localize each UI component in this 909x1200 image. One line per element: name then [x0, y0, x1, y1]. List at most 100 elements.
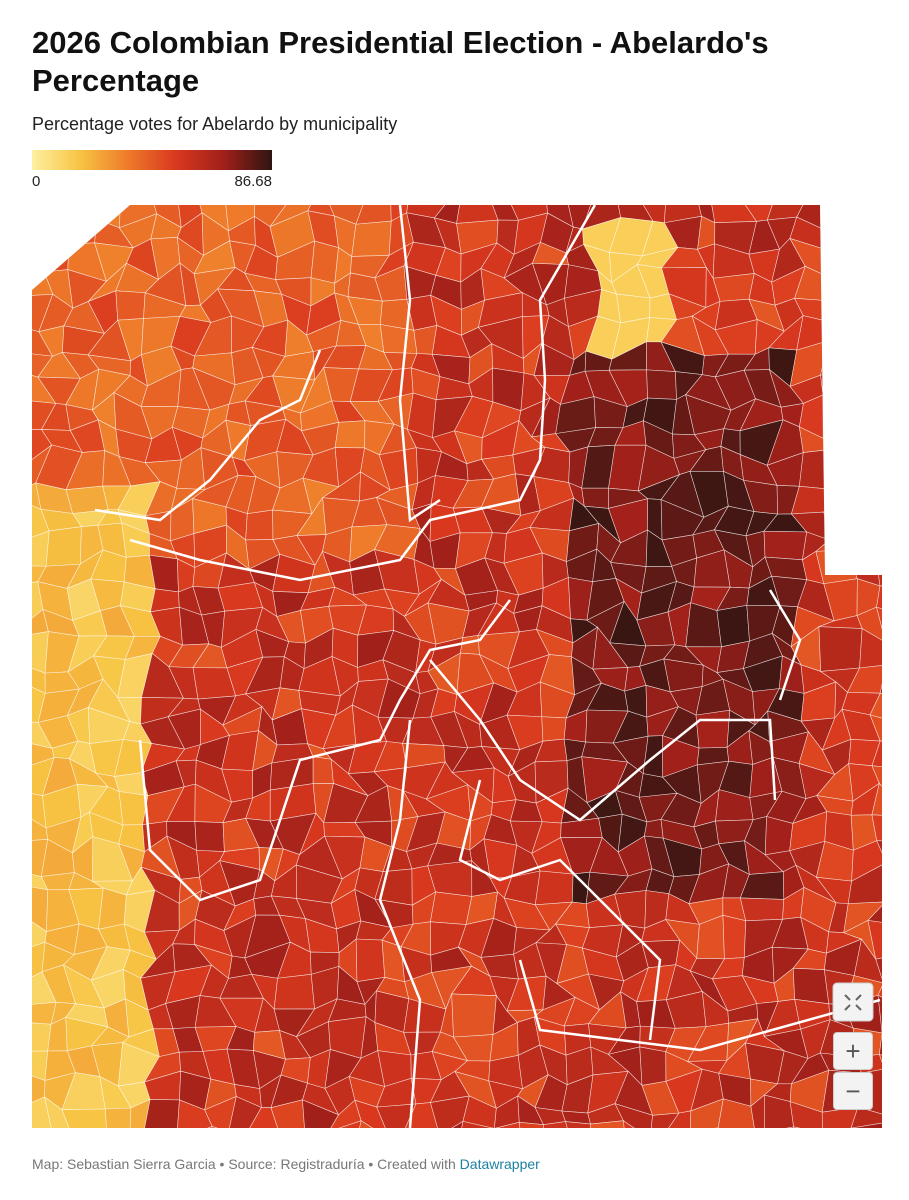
- municipality: [68, 211, 98, 245]
- municipality: [823, 300, 863, 329]
- municipality: [439, 1120, 464, 1128]
- municipality: [841, 503, 882, 542]
- municipality: [454, 1121, 495, 1128]
- municipality: [202, 1125, 229, 1128]
- municipality: [541, 716, 567, 742]
- municipality: [302, 1099, 340, 1128]
- municipality: [792, 967, 830, 1005]
- municipality: [176, 1125, 213, 1128]
- title: 2026 Colombian Presidential Election - A…: [32, 25, 769, 98]
- municipality: [820, 340, 854, 376]
- municipality: [763, 530, 808, 561]
- municipality: [826, 205, 850, 232]
- municipality: [876, 318, 882, 356]
- municipality: [518, 1121, 548, 1128]
- municipality: [886, 630, 906, 665]
- municipality: [614, 1103, 653, 1128]
- municipality: [456, 205, 499, 224]
- municipality: [879, 1032, 882, 1060]
- municipality: [827, 225, 850, 252]
- municipality: [322, 1120, 362, 1128]
- municipality: [875, 427, 882, 461]
- municipality: [878, 1053, 882, 1075]
- municipality: [32, 237, 45, 275]
- zoom-in-button[interactable]: +: [833, 1032, 873, 1070]
- municipality: [590, 1120, 629, 1128]
- municipality: [847, 862, 882, 904]
- municipality: [713, 1127, 757, 1128]
- legend-tick-label: 0: [32, 173, 40, 190]
- municipality: [15, 1134, 52, 1140]
- municipality: [245, 1136, 290, 1140]
- municipality: [873, 377, 882, 410]
- municipality: [228, 1096, 262, 1128]
- municipality: [867, 920, 882, 960]
- municipality: [853, 328, 882, 355]
- legend-bar: [32, 150, 272, 170]
- municipality: [32, 271, 54, 297]
- municipality: [875, 205, 882, 224]
- municipality: [871, 814, 882, 842]
- municipality: [876, 585, 882, 617]
- municipality: [818, 626, 863, 672]
- municipality: [430, 1095, 470, 1128]
- municipality: [875, 552, 882, 587]
- municipality: [823, 470, 863, 513]
- municipality: [820, 369, 853, 412]
- municipality: [841, 222, 877, 243]
- fullscreen-icon: [844, 994, 862, 1011]
- municipality: [749, 1132, 772, 1140]
- subtitle: Percentage votes for Abelardo by municip…: [32, 114, 398, 134]
- municipality: [763, 1126, 796, 1128]
- municipality: [581, 487, 609, 509]
- municipality: [115, 1136, 143, 1140]
- municipality: [886, 1112, 902, 1122]
- municipality: [194, 821, 225, 852]
- municipality: [885, 1069, 899, 1115]
- municipality: [851, 347, 878, 379]
- municipality: [722, 914, 747, 960]
- municipality: [793, 1126, 832, 1128]
- municipality: [50, 205, 74, 227]
- fullscreen-button[interactable]: [832, 982, 874, 1022]
- municipality: [36, 211, 74, 249]
- municipality: [869, 692, 882, 724]
- municipality: [37, 1134, 72, 1140]
- municipality: [885, 863, 898, 902]
- municipality: [850, 1106, 882, 1128]
- municipality: [143, 1137, 180, 1140]
- municipality: [312, 756, 334, 784]
- municipality: [828, 322, 855, 349]
- municipality: [695, 709, 731, 749]
- map: [15, 205, 906, 1140]
- municipality: [822, 429, 858, 455]
- municipality: [61, 1108, 108, 1128]
- municipality: [853, 938, 882, 984]
- municipality: [644, 819, 664, 839]
- municipality: [245, 509, 274, 541]
- legend: 0 86.68: [32, 150, 272, 190]
- municipality: [462, 1095, 497, 1128]
- municipality: [36, 243, 70, 273]
- municipality: [712, 273, 755, 302]
- municipality: [690, 1127, 719, 1128]
- zoom-out-button[interactable]: −: [833, 1072, 873, 1110]
- municipality: [871, 765, 882, 804]
- credit: Map: Sebastian Sierra Garcia • Source: R…: [32, 1156, 456, 1172]
- municipality: [204, 1095, 237, 1128]
- municipality: [354, 1099, 391, 1128]
- municipality: [270, 1099, 305, 1128]
- municipality: [430, 891, 473, 925]
- municipality: [565, 1121, 592, 1128]
- municipality: [871, 782, 882, 818]
- municipality: [639, 1046, 667, 1086]
- datawrapper-link[interactable]: Datawrapper: [459, 1156, 540, 1172]
- municipality: [96, 205, 122, 229]
- municipality: [305, 1130, 329, 1140]
- municipality: [98, 887, 127, 930]
- department-borders: [94, 205, 881, 1128]
- municipality: [32, 1096, 53, 1128]
- municipality: [875, 219, 882, 251]
- municipality: [764, 816, 794, 856]
